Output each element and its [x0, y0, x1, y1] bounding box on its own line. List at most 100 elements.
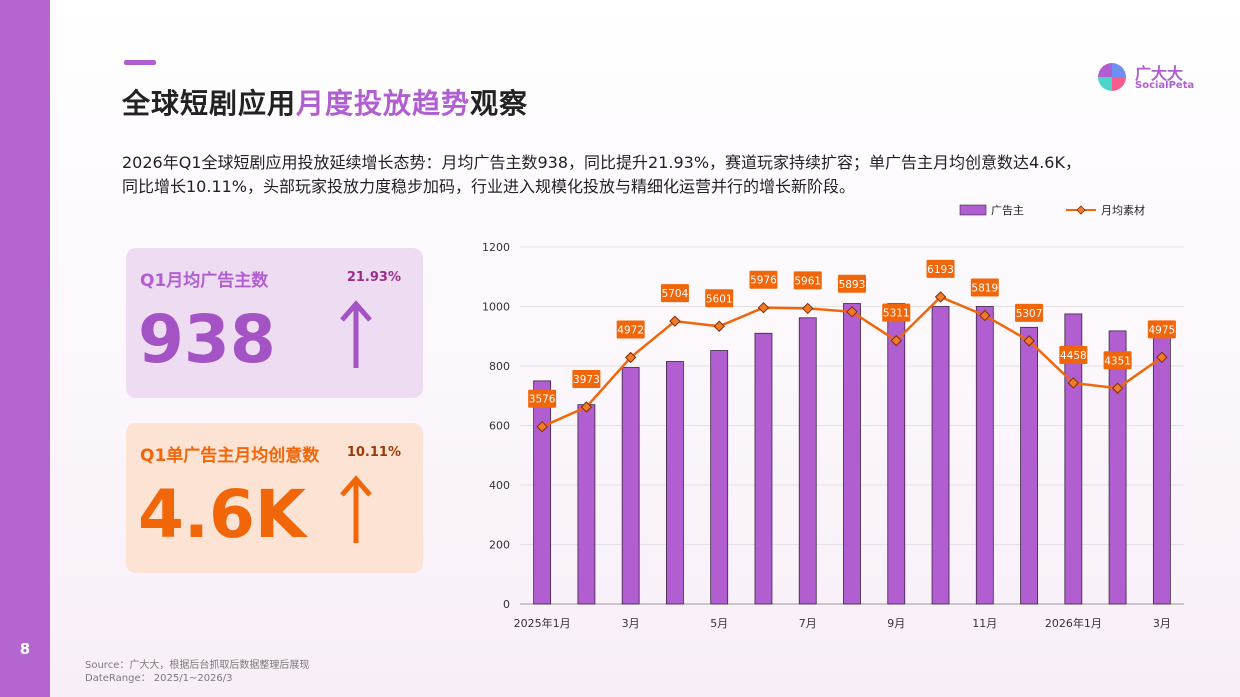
data-label-box [970, 278, 999, 297]
kpi-card-creatives: Q1单广告主月均创意数 10.11% 4.6K [126, 423, 423, 573]
line-point [1111, 382, 1124, 394]
data-label: 4975 [1148, 324, 1175, 336]
line-point [713, 320, 725, 332]
bar [798, 317, 817, 605]
data-label: 5311 [883, 308, 910, 320]
line-point [669, 315, 681, 327]
combo-chart: 0 200 400 600 800 1000 1200 2025年1月 3月 5月 7月 9月 11月 2… [482, 203, 1184, 630]
data-label-box [882, 303, 911, 322]
bar [621, 367, 640, 605]
up-arrow-icon [340, 300, 372, 368]
bar [754, 332, 773, 605]
data-label-box [1059, 345, 1088, 364]
y-tick-label: 1200 [482, 241, 510, 254]
kpi-value: 4.6K [138, 476, 307, 553]
line-point [757, 301, 770, 314]
data-label: 5307 [1016, 308, 1043, 320]
data-label: 5704 [662, 288, 689, 300]
line-point [580, 401, 593, 413]
y-tick-label: 800 [489, 360, 510, 373]
data-label: 3973 [573, 374, 600, 386]
data-label-box [838, 274, 866, 293]
data-label: 6193 [927, 264, 954, 276]
bar [1108, 330, 1127, 605]
kpi-change: 21.93% [346, 270, 401, 285]
line-point [536, 420, 548, 433]
data-label-box [793, 271, 822, 290]
legend-label: 月均素材 [1101, 203, 1145, 217]
data-label: 5976 [750, 275, 777, 287]
data-label: 3576 [529, 394, 556, 406]
x-tick-label: 11月 [972, 617, 997, 630]
side-bar: 8 [0, 0, 50, 697]
footer-source: Source：广大大，根据后台抓取后数据整理后展现 DateRange： 202… [85, 659, 309, 685]
line-point [979, 309, 991, 322]
x-tick-label: 5月 [710, 617, 728, 630]
bar [931, 306, 950, 605]
data-label-box [660, 284, 689, 303]
x-tick-label: 3月 [622, 617, 640, 630]
data-label-box [528, 389, 557, 408]
bar [975, 306, 994, 605]
x-tick-label: 3月 [1153, 617, 1171, 630]
source-text: Source：广大大，根据后台抓取后数据整理后展现 [85, 660, 310, 671]
daterange-text: DateRange： 2025/1~2026/3 [85, 673, 233, 684]
x-tick-label: 9月 [887, 617, 905, 630]
logo-cn-text: 广大大 [1135, 64, 1184, 83]
y-tick-label: 400 [489, 479, 510, 492]
legend-label: 广告主 [991, 204, 1024, 217]
title-highlight: 月度投放趋势 [296, 87, 471, 120]
logo-icon [1098, 63, 1126, 91]
summary-text: 2026年Q1全球短剧应用投放延续增长态势：月均广告主数938，同比提升21.9… [122, 151, 1202, 199]
kpi-change: 10.11% [346, 445, 401, 460]
bar [666, 361, 684, 605]
y-tick-label: 200 [489, 539, 510, 552]
data-label: 5819 [971, 282, 998, 294]
line-point [1067, 377, 1080, 389]
data-label-box [926, 259, 955, 278]
bar [710, 350, 729, 605]
bar [1152, 329, 1171, 605]
up-arrow-icon [340, 475, 372, 543]
line-point [1156, 351, 1168, 364]
data-label: 4972 [617, 324, 644, 336]
bar [577, 404, 596, 605]
page-number: 8 [19, 640, 31, 658]
line-point [890, 334, 902, 347]
data-label-box [572, 370, 601, 389]
data-label: 5961 [794, 275, 821, 287]
x-tick-label: 2026年1月 [1045, 616, 1102, 630]
line-point [624, 351, 637, 364]
data-label-box [1147, 320, 1176, 339]
y-tick-label: 600 [489, 420, 510, 433]
data-label-box [749, 270, 778, 289]
summary-line-2: 同比增长10.11%，头部玩家投放力度稳步加码，行业进入规模化投放与精细化运营并… [122, 177, 856, 196]
legend-line-marker [1076, 205, 1086, 215]
title-accent-bar [124, 60, 156, 65]
kpi-card-advertisers: Q1月均广告主数 21.93% 938 [126, 248, 423, 398]
title-prefix: 全球短剧应用 [122, 87, 297, 120]
data-label: 4351 [1104, 355, 1131, 367]
line-point [846, 306, 858, 318]
logo-en-text: SocialPeta [1135, 80, 1195, 91]
y-tick-label: 0 [503, 598, 510, 611]
x-tick-label: 2025年1月 [514, 616, 571, 630]
summary-line-1: 2026年Q1全球短剧应用投放延续增长态势：月均广告主数938，同比提升21.9… [122, 153, 1081, 172]
x-tick-label: 7月 [799, 617, 817, 630]
kpi-label: Q1单广告主月均创意数 [140, 446, 320, 466]
line-point [802, 302, 814, 315]
y-tick-label: 1000 [482, 301, 510, 314]
bar [533, 380, 552, 605]
bar [843, 303, 861, 605]
title-suffix: 观察 [470, 87, 529, 120]
data-label-box [1015, 303, 1044, 322]
data-label-box [1103, 351, 1132, 370]
bar [1020, 326, 1038, 605]
page-title: 全球短剧应用月度投放趋势观察 [122, 82, 528, 122]
data-label: 5601 [706, 293, 733, 305]
data-label-box [616, 320, 645, 339]
kpi-label: Q1月均广告主数 [140, 271, 269, 291]
legend-bar-swatch [959, 204, 987, 216]
brand-logo: 广大大 SocialPeta [1097, 60, 1217, 94]
data-label: 4458 [1060, 350, 1087, 362]
